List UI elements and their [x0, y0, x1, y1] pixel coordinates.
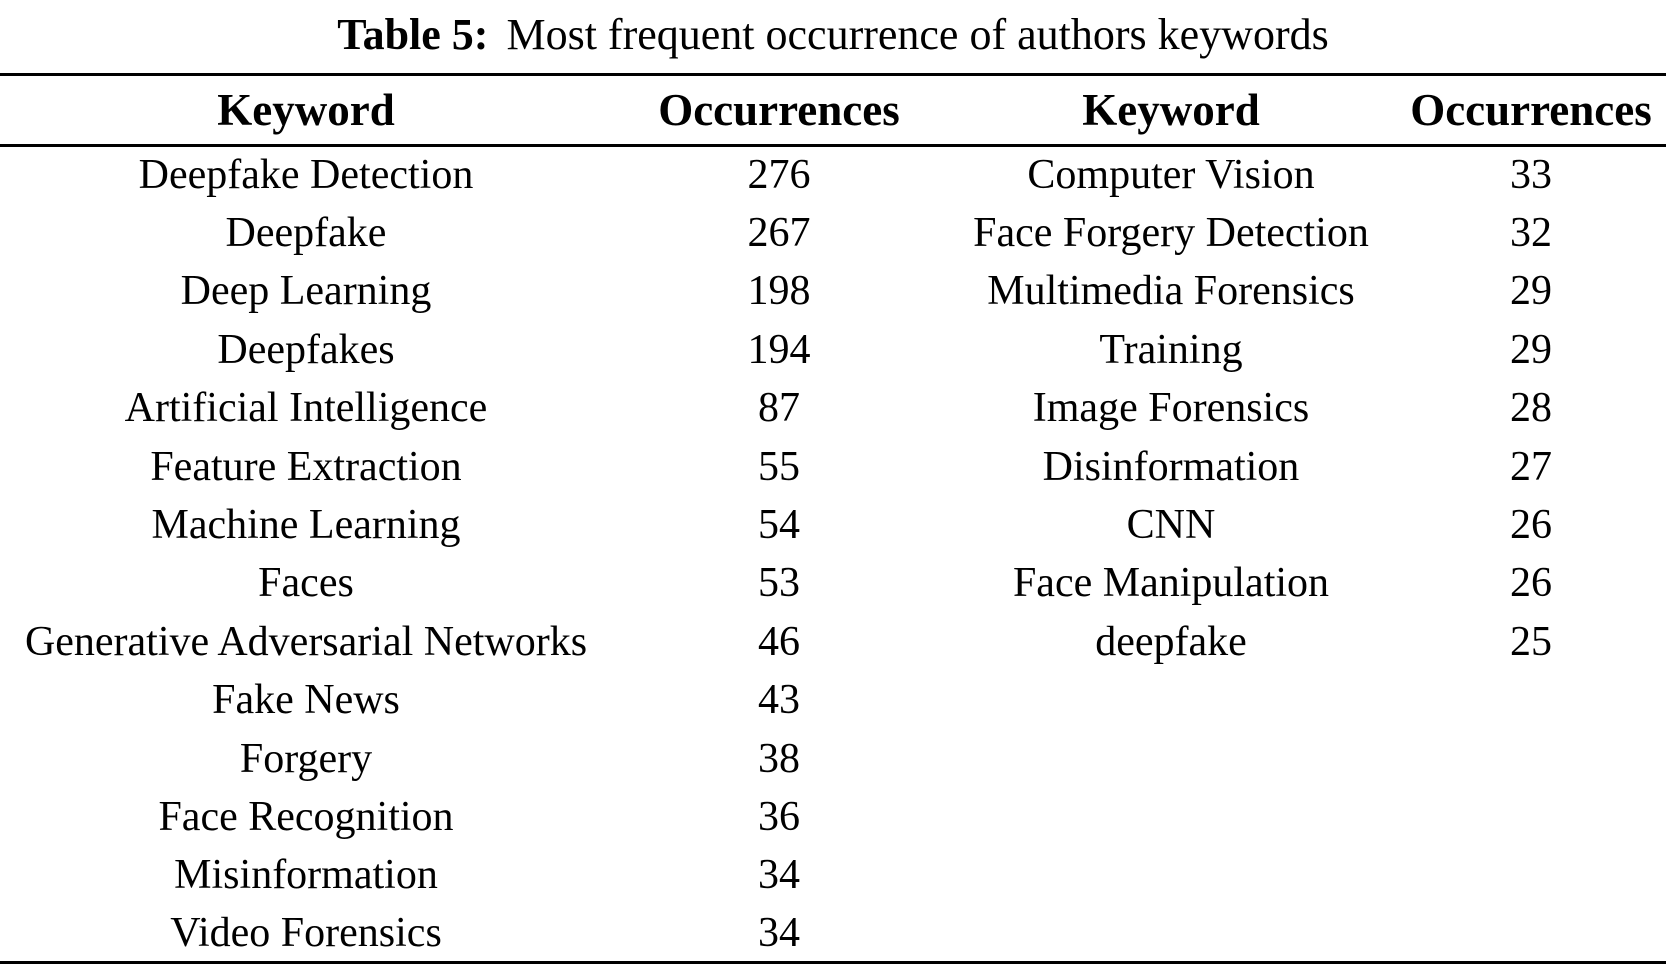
header-row: Keyword Occurrences Keyword Occurrences: [0, 74, 1666, 147]
table-header: Keyword Occurrences Keyword Occurrences: [0, 74, 1666, 147]
keyword-cell: Image Forensics: [1032, 385, 1310, 432]
keyword-cell: Training: [1099, 326, 1243, 373]
table-row: Machine Learning 54 CNN 26: [0, 496, 1666, 554]
keyword-cell: Video Forensics: [170, 910, 442, 957]
occurrences-cell: 32: [1510, 210, 1552, 257]
occurrences-cell: 54: [758, 502, 800, 549]
occurrences-cell: 267: [747, 210, 811, 257]
keyword-cell: Forgery: [239, 735, 373, 782]
table-row: Artificial Intelligence 87 Image Forensics…: [0, 379, 1666, 437]
table-row: Misinformation 34: [0, 846, 1666, 904]
table-caption: Table 5: Most frequent occurrence of auth…: [0, 0, 1666, 73]
occurrences-cell: [1396, 671, 1666, 729]
keyword-cell: [946, 671, 1396, 729]
keyword-cell: Face Recognition: [158, 793, 454, 840]
occurrences-cell: 43: [758, 677, 800, 724]
occurrences-cell: 25: [1510, 618, 1552, 665]
keyword-cell: [946, 905, 1396, 963]
occurrences-cell: 34: [758, 852, 800, 899]
occurrences-cell: [1396, 846, 1666, 904]
keyword-cell: [946, 788, 1396, 846]
occurrences-cell: 46: [758, 618, 800, 665]
table-row: Generative Adversarial Networks 46 deepfak…: [0, 613, 1666, 671]
keyword-cell: Deepfakes: [217, 326, 395, 373]
keyword-cell: [946, 846, 1396, 904]
header-keyword-left: Keyword: [0, 74, 612, 147]
occurrences-cell: 36: [758, 793, 800, 840]
keyword-cell: [946, 729, 1396, 787]
table-row: Deepfake Detection 276 Computer Vision 33: [0, 146, 1666, 204]
header-occurrences-right: Occurrences: [1396, 74, 1666, 147]
table-row: Deepfake 267 Face Forgery Detection 32: [0, 204, 1666, 262]
table-row: Forgery 38: [0, 729, 1666, 787]
occurrences-cell: 28: [1510, 385, 1552, 432]
keywords-table: Keyword Occurrences Keyword Occurrences …: [0, 73, 1666, 965]
keyword-cell: CNN: [1126, 502, 1216, 549]
keyword-cell: deepfake: [1095, 618, 1247, 665]
occurrences-cell: 34: [758, 910, 800, 957]
occurrences-cell: 55: [758, 443, 800, 490]
keyword-cell: Computer Vision: [1027, 152, 1315, 199]
occurrences-cell: 26: [1510, 560, 1552, 607]
caption-label: Table 5:: [337, 10, 489, 59]
occurrences-cell: [1396, 788, 1666, 846]
occurrences-cell: 194: [747, 326, 811, 373]
keyword-cell: Misinformation: [174, 852, 438, 899]
keyword-cell: Face Forgery Detection: [973, 210, 1369, 257]
keyword-cell: Deepfake: [225, 210, 387, 257]
table-body: Deepfake Detection 276 Computer Vision 33 De…: [0, 146, 1666, 963]
table-row: Feature Extraction 55 Disinformation 27: [0, 437, 1666, 495]
table-row: Fake News 43: [0, 671, 1666, 729]
caption-text: Most frequent occurrence of authors keyw…: [506, 10, 1329, 59]
occurrences-cell: 29: [1510, 268, 1552, 315]
keyword-cell: Deep Learning: [180, 268, 432, 315]
table-row: Face Recognition 36: [0, 788, 1666, 846]
header-occurrences-left: Occurrences: [612, 74, 946, 147]
keyword-cell: Multimedia Forensics: [987, 268, 1355, 315]
keyword-cell: Disinformation: [1042, 443, 1300, 490]
table-row: Deep Learning 198 Multimedia Forensics 29: [0, 262, 1666, 320]
occurrences-cell: [1396, 905, 1666, 963]
table-row: Faces 53 Face Manipulation 26: [0, 554, 1666, 612]
keyword-cell: Feature Extraction: [150, 443, 462, 490]
keyword-cell: Machine Learning: [151, 502, 461, 549]
header-keyword-right: Keyword: [946, 74, 1396, 147]
occurrences-cell: 26: [1510, 502, 1552, 549]
occurrences-cell: 29: [1510, 326, 1552, 373]
occurrences-cell: 198: [747, 268, 811, 315]
keyword-cell: Deepfake Detection: [138, 152, 474, 199]
occurrences-cell: 276: [747, 152, 811, 199]
table-row: Video Forensics 34: [0, 905, 1666, 963]
occurrences-cell: 87: [758, 385, 800, 432]
keyword-cell: Artificial Intelligence: [124, 385, 488, 432]
occurrences-cell: 53: [758, 560, 800, 607]
occurrences-cell: 33: [1510, 152, 1552, 199]
keyword-cell: Face Manipulation: [1012, 560, 1330, 607]
keyword-cell: Generative Adversarial Networks: [24, 618, 588, 665]
table-row: Deepfakes 194 Training 29: [0, 321, 1666, 379]
occurrences-cell: 38: [758, 735, 800, 782]
keyword-cell: Fake News: [212, 677, 400, 724]
occurrences-cell: [1396, 729, 1666, 787]
keyword-cell: Faces: [258, 560, 354, 607]
occurrences-cell: 27: [1510, 443, 1552, 490]
